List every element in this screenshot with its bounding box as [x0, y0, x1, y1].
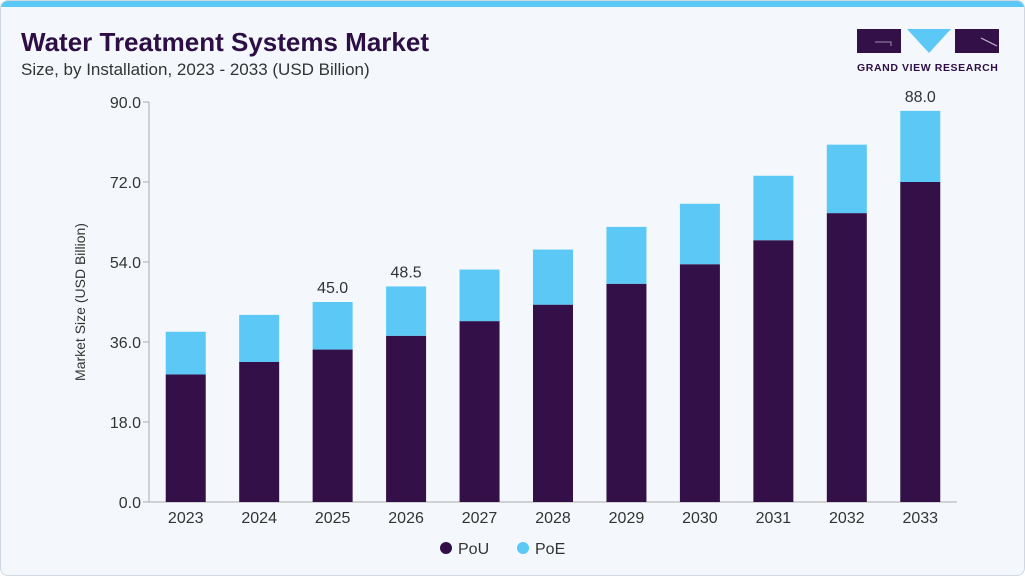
y-tick-label: 72.0: [110, 175, 141, 192]
x-tick-label: 2025: [315, 510, 351, 527]
bar-poe-2026: [386, 286, 427, 336]
logo-mark-icon: [857, 29, 999, 53]
bar-pou-2028: [533, 304, 573, 502]
data-label: 88.0: [905, 89, 936, 106]
x-tick-label: 2028: [535, 510, 571, 527]
bar-poe-2024: [239, 314, 280, 362]
bar-poe-2029: [606, 226, 647, 284]
data-label: 48.5: [391, 264, 422, 281]
grand-view-research-logo: GRAND VIEW RESEARCH: [857, 29, 999, 74]
bar-pou-2031: [753, 240, 794, 502]
bar-pou-2027: [459, 321, 500, 502]
logo-text: GRAND VIEW RESEARCH: [857, 62, 999, 74]
bar-poe-2025: [312, 302, 353, 350]
chart-subtitle: Size, by Installation, 2023 - 2033 (USD …: [21, 60, 370, 79]
bar-poe-2023: [165, 331, 206, 375]
bar-poe-2033: [900, 110, 941, 182]
x-tick-label: 2024: [241, 510, 277, 527]
bar-pou-2029: [606, 283, 647, 502]
bar-poe-2030: [679, 203, 720, 265]
x-tick-label: 2023: [168, 510, 204, 527]
bar-pou-2025: [312, 349, 353, 502]
accent-bar: [1, 1, 1024, 7]
y-tick-label: 54.0: [110, 255, 141, 272]
bar-poe-2031: [753, 175, 794, 241]
legend-marker-pou: [440, 542, 452, 554]
bar-pou-2032: [826, 213, 867, 502]
x-tick-label: 2031: [756, 510, 792, 527]
chart-title: Water Treatment Systems Market: [21, 27, 429, 57]
y-tick-label: 90.0: [110, 95, 141, 112]
x-tick-label: 2026: [388, 510, 424, 527]
x-tick-label: 2033: [902, 510, 938, 527]
x-tick-label: 2029: [609, 510, 645, 527]
legend-label-poe: PoE: [535, 541, 565, 558]
bar-pou-2030: [679, 264, 720, 502]
bar-pou-2026: [386, 335, 427, 502]
x-tick-label: 2032: [829, 510, 865, 527]
y-tick-label: 0.0: [119, 495, 141, 512]
y-tick-label: 36.0: [110, 335, 141, 352]
x-tick-label: 2030: [682, 510, 718, 527]
bar-poe-2028: [533, 249, 573, 305]
bar-poe-2027: [459, 269, 500, 322]
x-tick-label: 2027: [462, 510, 498, 527]
bar-pou-2023: [165, 374, 206, 502]
bar-pou-2033: [900, 182, 941, 502]
y-tick-label: 18.0: [110, 415, 141, 432]
legend-label-pou: PoU: [458, 541, 489, 558]
bar-pou-2024: [239, 362, 280, 502]
data-label: 45.0: [317, 280, 348, 297]
bar-poe-2032: [826, 144, 867, 214]
y-axis-title: Market Size (USD Billion): [72, 223, 88, 381]
legend-marker-poe: [517, 542, 529, 554]
